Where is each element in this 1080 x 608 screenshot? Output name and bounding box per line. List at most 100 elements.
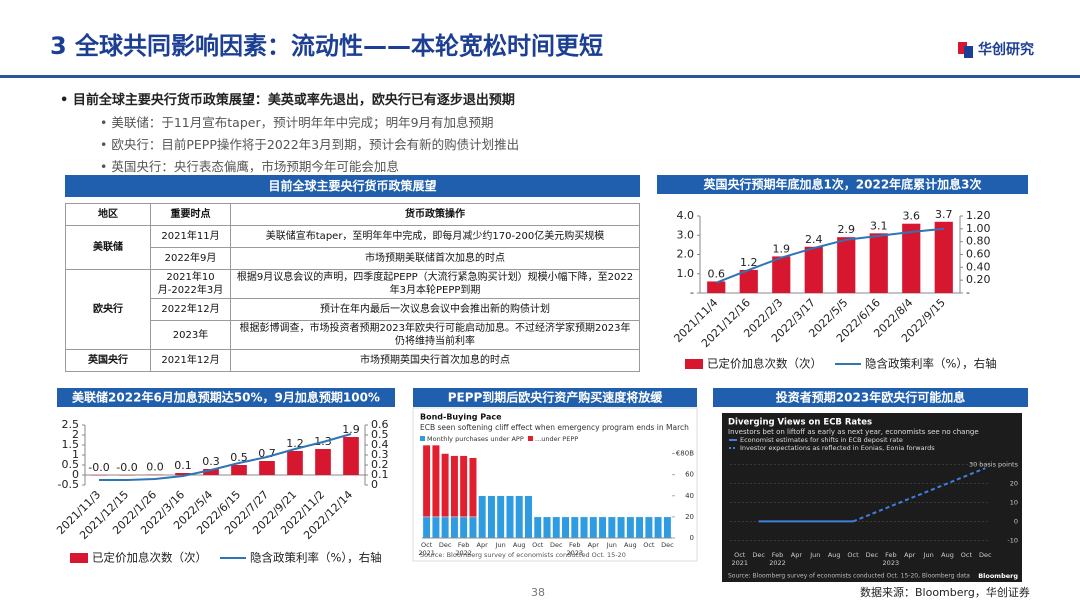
y2-tick-label: 1.00: [966, 222, 991, 235]
x-tick-label: Aug: [828, 551, 841, 559]
bullet-text: 欧央行：目前PEPP操作将于2022年3月到期，预计会有新的购债计划推出: [111, 137, 520, 152]
table-row: 欧央行 2021年10月-2022年3月 根据9月议息会议的声明，四季度起PEPP（…: [65, 269, 640, 350]
table-row: 美联储 2021年11月 美联储宣布taper，至明年年中完成，即每月减少约170-…: [65, 225, 640, 270]
table-row: 2022年9月 市场预期美联储首次加息的时点: [66, 247, 640, 270]
x-year-label: 2022: [769, 559, 786, 567]
x-tick-label: Jun: [606, 541, 617, 549]
y-tick-label: 1.0: [677, 267, 695, 280]
page-number: 38: [531, 586, 545, 599]
logo-mark: [958, 42, 967, 54]
x-tick-label: Oct: [643, 541, 655, 549]
bar-segment: [506, 495, 514, 539]
table-row: 英国央行 2021年12月 市场预期英国央行首次加息的时点: [65, 349, 640, 372]
series-line: [715, 227, 944, 284]
policy-cell: 市场预期英国央行首次加息的时点: [230, 349, 640, 372]
bar-segment: [441, 516, 450, 539]
table-grid: 地区 重要时点 货币政策操作 美联储 2021年11月 美联储宣布taper，至明年年中完…: [65, 203, 640, 372]
region-cell: 美联储: [65, 225, 151, 270]
bar-segment: [589, 516, 598, 539]
bar-segment: [552, 516, 561, 539]
y-tick-label: -10: [1007, 536, 1018, 544]
chart-header: [413, 388, 697, 407]
bar: [259, 461, 275, 475]
bar: [175, 473, 191, 475]
bar-segment: [524, 495, 533, 539]
bullet-item: • 英国央行：央行表态偏鹰，市场预期今年可能会加息: [100, 159, 399, 174]
y2-tick-label: 0.80: [966, 235, 991, 248]
bar: [287, 451, 303, 475]
data-label: 0.0: [146, 461, 164, 474]
data-label: 1.2: [740, 256, 758, 269]
x-tick-label: Aug: [624, 541, 637, 549]
y2-tick-label: 0.3: [371, 448, 389, 461]
y-tick-label: 20: [1010, 479, 1018, 487]
data-label: 0.6: [708, 267, 726, 280]
brand-text: Bloomberg: [978, 572, 1018, 580]
slide-title: 3 全球共同影响因素：流动性——本轮宽松时间更短: [50, 32, 603, 60]
chart-header: [657, 175, 1028, 194]
date-cell: 2022年12月: [150, 298, 231, 321]
bar-segment: [515, 495, 524, 539]
bar: [804, 246, 823, 293]
chart-header: [57, 388, 395, 407]
logo-mark: [964, 46, 973, 58]
source-text: Source: Bloomberg survey of economists c…: [420, 551, 626, 559]
x-tick-label: Oct: [734, 551, 746, 559]
legend-label: Investor expectations as reflected in Eo…: [740, 444, 935, 452]
bar: [772, 256, 791, 293]
bar-segment: [431, 516, 440, 539]
y2-tick-label: -: [966, 286, 970, 299]
data-label: 3.1: [870, 219, 888, 232]
policy-cell: 根据彭博调查，市场投资者预期2023年欧央行可能启动加息。不过经济学家预期202…: [230, 320, 640, 350]
x-tick-label: Dec: [979, 551, 992, 559]
column-header: 地区: [65, 203, 151, 226]
y2-tick-label: 0.5: [371, 428, 389, 441]
bar-segment: [644, 516, 653, 539]
y-tick-label: 20: [685, 513, 694, 521]
data-label: 3.6: [903, 210, 921, 223]
y-tick-label: 4.0: [677, 209, 695, 222]
x-tick-label: Apr: [588, 541, 600, 549]
table-title: 目前全球主要央行货币政策展望: [65, 175, 640, 197]
y2-tick-label: 1.20: [966, 209, 991, 222]
data-label: -0.0: [88, 461, 109, 474]
legend-swatch: [70, 553, 88, 563]
x-tick-label: Dec: [439, 541, 452, 549]
x-tick-label: Oct: [961, 551, 973, 559]
legend-swatch: [685, 359, 703, 369]
legend-label: Economist estimates for shifts in ECB de…: [740, 436, 903, 444]
data-label: 2.9: [838, 223, 856, 236]
bar-segment: [496, 495, 505, 539]
x-tick-label: Oct: [532, 541, 544, 549]
x-year-label: 2022: [455, 549, 472, 557]
policy-table: 目前全球主要央行货币政策展望 地区 重要时点 货币政策操作 美联储 2021年11月 美联…: [65, 175, 640, 372]
x-tick-label: Dec: [866, 551, 879, 559]
x-tick-label: Apr: [904, 551, 916, 559]
legend-label: 已定价加息次数（次）: [707, 357, 822, 371]
legend-swatch: [528, 436, 533, 441]
inner-title: Diverging Views on ECB Rates: [728, 418, 872, 428]
bar: [902, 223, 921, 293]
column-header: 货币政策操作: [230, 203, 640, 226]
x-tick-label: Aug: [513, 541, 526, 549]
x-tick-label: Oct: [847, 551, 859, 559]
column-header: 重要时点: [150, 203, 231, 226]
bar: [934, 221, 953, 293]
x-tick-label: Feb: [569, 541, 581, 549]
policy-cell: 预计在年内最后一次议息会议中会推出新的购债计划: [230, 298, 640, 321]
bar-segment: [570, 516, 579, 539]
region-cell: 欧央行: [65, 269, 151, 350]
bullet-text: 英国央行：央行表态偏鹰，市场预期今年可能会加息: [111, 159, 399, 174]
y-tick-label: 10: [1010, 498, 1018, 506]
bar: [707, 281, 726, 293]
y-tick-label: 0: [1014, 517, 1018, 525]
data-label: 0.1: [174, 459, 192, 472]
chart-title: PEPP到期后欧央行资产购买速度将放缓: [448, 390, 664, 405]
bar-segment: [580, 516, 588, 539]
chart-title: 英国央行预期年底加息1次，2022年底累计加息3次: [703, 177, 981, 192]
policy-cell: 根据9月议息会议的声明，四季度起PEPP（大流行紧急购买计划）规模小幅下降，至2…: [230, 269, 640, 299]
bar: [203, 469, 219, 475]
x-tick-label: Dec: [550, 541, 563, 549]
y-tick-label: -0.5: [58, 478, 79, 491]
